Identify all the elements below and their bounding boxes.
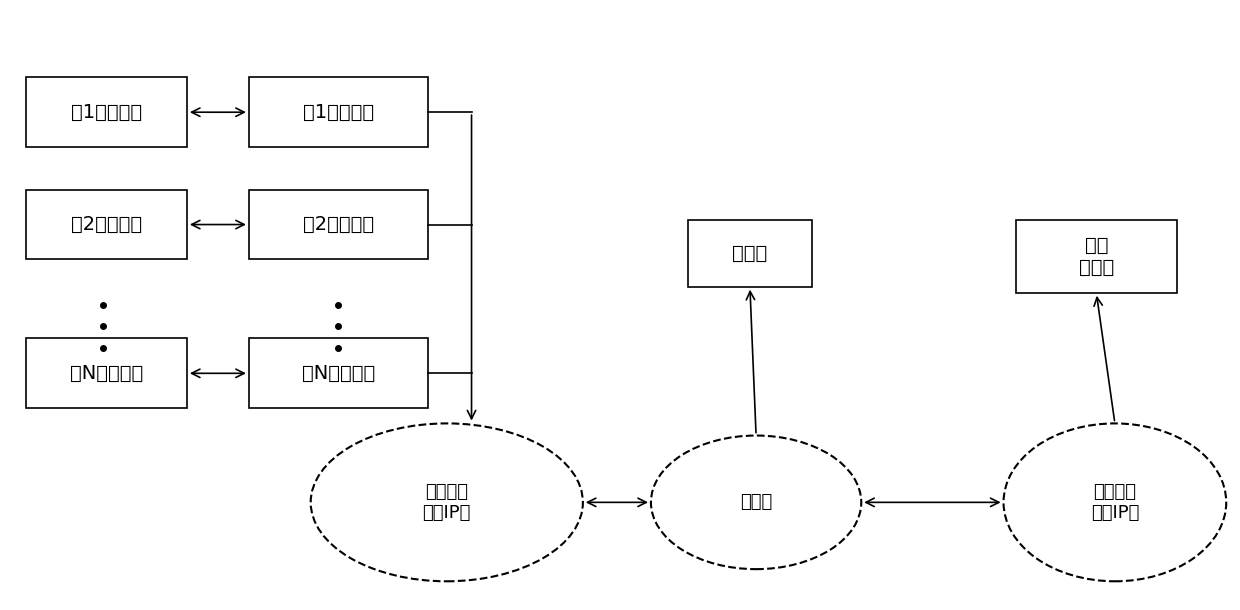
FancyBboxPatch shape xyxy=(688,220,812,287)
FancyBboxPatch shape xyxy=(26,190,187,259)
FancyBboxPatch shape xyxy=(249,339,428,408)
Text: 通信网络
核心IP网: 通信网络 核心IP网 xyxy=(423,483,471,522)
FancyBboxPatch shape xyxy=(249,190,428,259)
Text: 第1监测模块: 第1监测模块 xyxy=(71,102,143,122)
FancyBboxPatch shape xyxy=(249,77,428,147)
Text: 移动
查询端: 移动 查询端 xyxy=(1079,236,1114,277)
Text: 互联网: 互联网 xyxy=(740,493,773,511)
Text: 通信网络
核心IP网: 通信网络 核心IP网 xyxy=(1091,483,1140,522)
Text: 第N监测模块: 第N监测模块 xyxy=(69,364,143,383)
FancyBboxPatch shape xyxy=(26,339,187,408)
FancyBboxPatch shape xyxy=(1016,220,1177,293)
Text: 第2监测模块: 第2监测模块 xyxy=(71,215,143,234)
Text: 第N集控装置: 第N集控装置 xyxy=(301,364,376,383)
FancyBboxPatch shape xyxy=(26,77,187,147)
Text: 第2集控装置: 第2集控装置 xyxy=(303,215,374,234)
Text: 第1集控装置: 第1集控装置 xyxy=(303,102,374,122)
Text: 监测端: 监测端 xyxy=(733,244,768,263)
